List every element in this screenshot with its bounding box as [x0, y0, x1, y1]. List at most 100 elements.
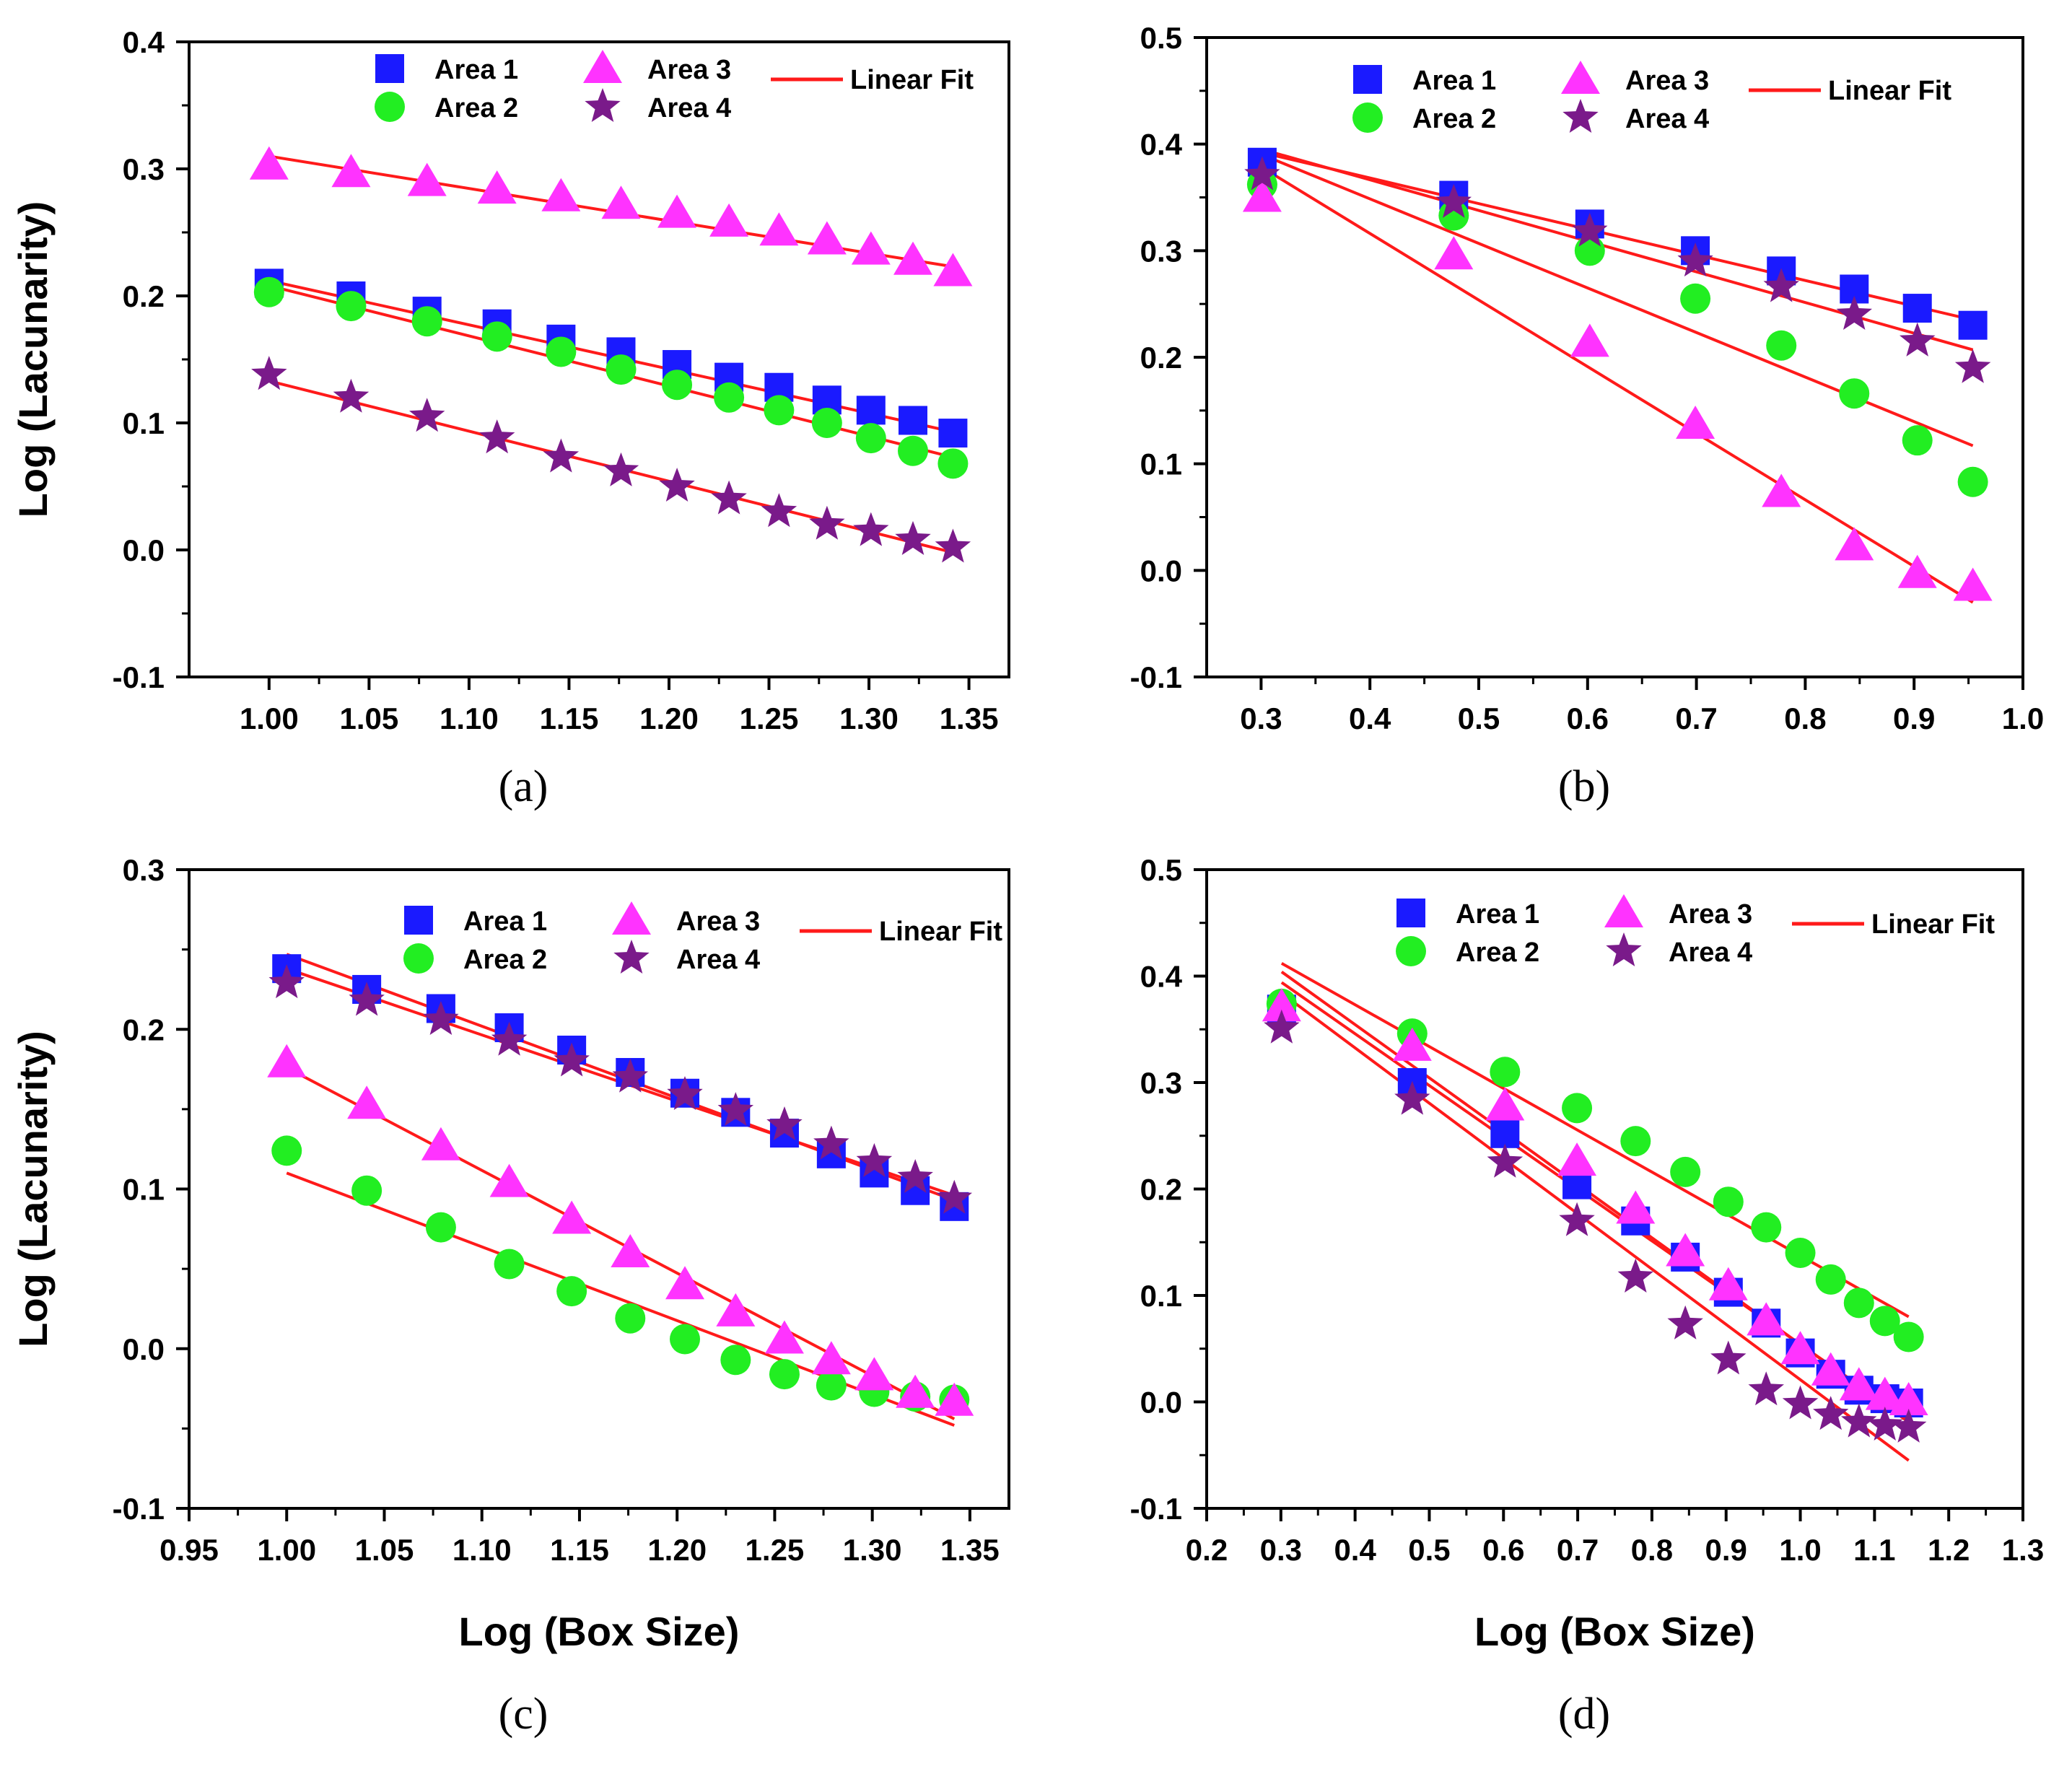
data-point-area-4	[349, 982, 385, 1016]
data-point-area-3	[933, 253, 973, 287]
data-point-area-3	[331, 154, 371, 188]
data-point-area-2	[271, 1135, 302, 1166]
data-point-area-3	[1485, 1087, 1525, 1121]
data-point-area-2	[1574, 235, 1605, 266]
series-area-4	[268, 964, 972, 1214]
legend-label-area-3: Area 3	[647, 55, 731, 85]
data-point-area-2	[769, 1359, 800, 1390]
data-point-area-4	[761, 493, 797, 528]
series-area-3	[1242, 178, 1993, 601]
data-point-area-2	[615, 1303, 646, 1334]
x-tick-label: 0.9	[1705, 1533, 1747, 1567]
x-tick-label: 1.10	[440, 701, 499, 735]
legend-marker-area-1	[1396, 899, 1425, 927]
data-point-area-2	[811, 408, 842, 438]
legend-marker-area-4	[1606, 932, 1642, 966]
data-point-area-3	[657, 194, 697, 228]
y-tick-label: 0.1	[1140, 447, 1182, 481]
x-tick-label: 0.8	[1784, 701, 1826, 735]
data-point-area-4	[856, 1142, 893, 1177]
legend-marker-area-4	[613, 940, 650, 974]
legend: Area 1 Area 2 Area 3 Area 4 Linear Fit	[403, 901, 1002, 975]
data-point-area-1	[1490, 1119, 1520, 1148]
data-point-area-2	[481, 321, 512, 352]
x-tick-label: 1.20	[639, 701, 699, 735]
x-tick-label: 1.30	[839, 701, 899, 735]
data-point-area-4	[409, 398, 445, 432]
data-point-area-4	[1667, 1305, 1703, 1339]
data-point-area-4	[667, 1076, 703, 1110]
data-point-area-3	[851, 231, 891, 265]
data-point-area-1	[1958, 310, 1988, 340]
y-tick-label: 0.0	[123, 533, 165, 567]
data-point-area-4	[1890, 1408, 1927, 1443]
data-point-area-4	[895, 520, 931, 555]
data-point-area-2	[253, 276, 284, 307]
x-tick-label: 1.00	[257, 1533, 316, 1567]
data-point-area-2	[1490, 1057, 1521, 1088]
x-tick-label: 0.8	[1631, 1533, 1673, 1567]
series-area-4	[251, 356, 971, 563]
data-point-area-2	[606, 354, 637, 385]
y-axis-label: Log (Lacunarity)	[10, 1031, 56, 1347]
x-tick-label: 0.3	[1240, 701, 1282, 735]
y-tick-label: 0.3	[1140, 234, 1182, 268]
x-tick-label: 0.7	[1675, 701, 1717, 735]
data-point-area-2	[1680, 283, 1711, 314]
y-tick-label: 0.3	[123, 853, 165, 887]
data-point-area-4	[1836, 295, 1872, 330]
data-point-area-3	[611, 1234, 650, 1267]
data-point-area-3	[896, 1374, 935, 1408]
data-point-area-4	[333, 378, 370, 413]
y-axis-label: Log (Lacunarity)	[10, 201, 56, 518]
panel-label: (c)	[499, 1689, 548, 1739]
data-point-area-3	[1616, 1190, 1656, 1224]
data-point-area-3	[1570, 323, 1609, 357]
y-tick-label: 0.5	[1140, 853, 1182, 887]
data-point-area-4	[1435, 183, 1472, 218]
legend-marker-area-1	[1353, 65, 1382, 94]
legend-label-linear-fit: Linear Fit	[1871, 909, 1995, 940]
legend-label-area-4: Area 4	[1625, 104, 1709, 134]
chart-panel-3: 0.95 1.00 1.05 1.10 1.15 1.20 1.25 1.30 1.35 -0.1…	[10, 853, 1010, 1739]
x-tick-label: 1.05	[339, 701, 398, 735]
x-axis-label: Log (Box Size)	[459, 1609, 740, 1654]
x-tick-label: 1.25	[746, 1533, 805, 1567]
data-point-area-3	[1953, 567, 1993, 601]
legend-label-area-1: Area 1	[434, 55, 518, 85]
data-point-area-4	[766, 1106, 803, 1140]
x-tick-label: 1.35	[940, 701, 999, 735]
data-point-area-4	[1900, 322, 1936, 357]
data-point-area-1	[899, 406, 928, 435]
data-point-area-2	[1713, 1186, 1744, 1218]
data-point-area-4	[1559, 1202, 1595, 1236]
data-point-area-3	[1811, 1352, 1850, 1386]
series-area-4	[1244, 156, 1991, 383]
data-point-area-1	[856, 395, 886, 425]
legend: Area 1 Area 2 Area 3 Area 4 Linear Fit	[375, 50, 974, 123]
x-tick-label: 1.10	[453, 1533, 512, 1567]
series-area-3	[249, 146, 973, 287]
y-tick-label: 0.2	[1140, 1173, 1182, 1207]
y-tick-label: 0.0	[123, 1332, 165, 1366]
data-point-area-2	[546, 336, 577, 367]
data-point-area-4	[268, 964, 305, 999]
legend-label-linear-fit: Linear Fit	[850, 65, 974, 95]
data-point-area-4	[1394, 1080, 1430, 1115]
chart-panel-2: 0.3 0.4 0.5 0.6 0.7 0.8 0.9 1.0 -0.1 0.0 0.1 0.2 0.3…	[1130, 21, 2045, 811]
data-point-area-2	[855, 423, 886, 454]
linear-fit-line-area-4	[1280, 992, 1910, 1462]
y-tick-label: -0.1	[113, 1492, 165, 1526]
x-tick-label: 0.7	[1557, 1533, 1599, 1567]
y-tick-label: 0.4	[1140, 960, 1183, 994]
data-point-area-3	[421, 1127, 460, 1160]
data-point-area-2	[1957, 466, 1988, 497]
data-point-area-4	[612, 1058, 648, 1093]
data-point-area-4	[491, 1021, 528, 1056]
data-point-area-2	[1620, 1126, 1651, 1157]
legend-label-area-2: Area 2	[463, 945, 547, 975]
data-point-area-4	[1264, 1009, 1300, 1044]
data-point-area-2	[425, 1212, 456, 1243]
y-tick-label: 0.3	[1140, 1066, 1182, 1100]
